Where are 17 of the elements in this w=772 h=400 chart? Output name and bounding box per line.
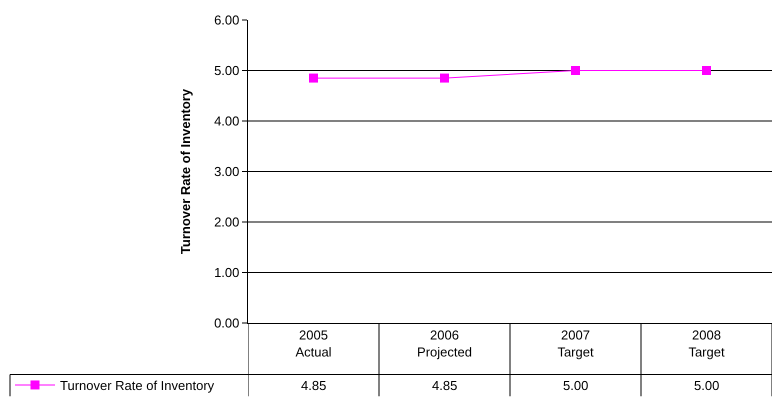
- y-tick-label: 0.00: [214, 316, 240, 331]
- data-label: 5.00: [694, 378, 720, 393]
- y-tick-label: 6.00: [214, 12, 240, 28]
- y-axis-title: Turnover Rate of Inventory: [178, 88, 194, 254]
- y-tick-label: 3.00: [214, 164, 240, 180]
- legend-label: Turnover Rate of Inventory: [60, 378, 215, 394]
- x-tick-label: 2007 Target: [557, 328, 594, 360]
- y-tick-label: 5.00: [214, 63, 240, 78]
- x-tick-label: 2005 Actual: [295, 328, 332, 360]
- x-tick-label: 2008 Target: [688, 328, 725, 360]
- data-label: 4.85: [301, 378, 326, 393]
- data-label: 4.85: [432, 378, 458, 393]
- y-tick-label: 2.00: [214, 214, 240, 230]
- data-label: 5.00: [563, 378, 588, 393]
- x-tick-label: 2006 Projected: [417, 328, 472, 360]
- y-tick-label: 1.00: [214, 265, 240, 280]
- y-tick-label: 4.00: [214, 114, 240, 129]
